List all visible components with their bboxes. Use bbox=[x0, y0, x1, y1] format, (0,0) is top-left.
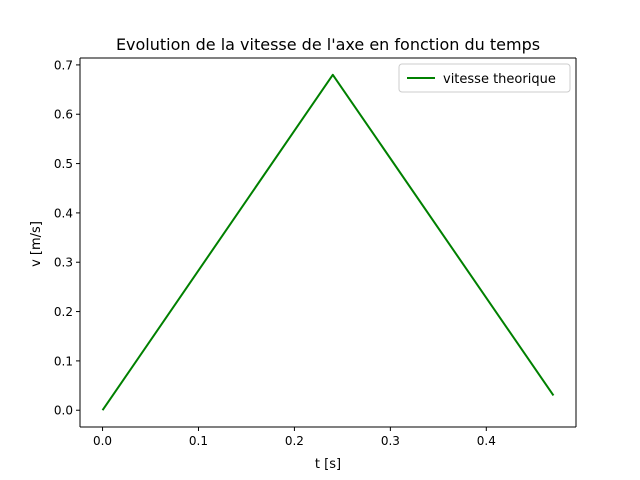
y-tick-label: 0.6 bbox=[54, 108, 73, 122]
x-tick-label: 0.0 bbox=[93, 434, 112, 448]
chart-title: Evolution de la vitesse de l'axe en fonc… bbox=[116, 35, 540, 54]
y-tick-label: 0.2 bbox=[54, 305, 73, 319]
legend-entry-label: vitesse theorique bbox=[443, 72, 556, 87]
x-axis-label: t [s] bbox=[315, 457, 341, 472]
y-tick-label: 0.0 bbox=[54, 404, 73, 418]
y-tick-label: 0.3 bbox=[54, 256, 73, 270]
x-tick-label: 0.3 bbox=[381, 434, 400, 448]
y-tick-label: 0.4 bbox=[54, 206, 73, 220]
plot-area bbox=[101, 73, 555, 411]
x-tick-label: 0.4 bbox=[477, 434, 496, 448]
y-tick-label: 0.1 bbox=[54, 354, 73, 368]
x-tick-label: 0.2 bbox=[285, 434, 304, 448]
x-tick-label: 0.1 bbox=[189, 434, 208, 448]
y-axis-label: v [m/s] bbox=[29, 221, 44, 267]
y-tick-label: 0.7 bbox=[54, 58, 73, 72]
y-tick-label: 0.5 bbox=[54, 157, 73, 171]
series-line-0 bbox=[101, 73, 555, 411]
legend-frame bbox=[398, 63, 571, 93]
ticks: 0.0 0.1 0.2 0.3 0.4 0.0 0.1 0.2 0.3 0.4 0.5 0.6 0.7 bbox=[54, 58, 496, 448]
axes bbox=[79, 57, 577, 428]
legend: vitesse theorique bbox=[398, 63, 571, 93]
